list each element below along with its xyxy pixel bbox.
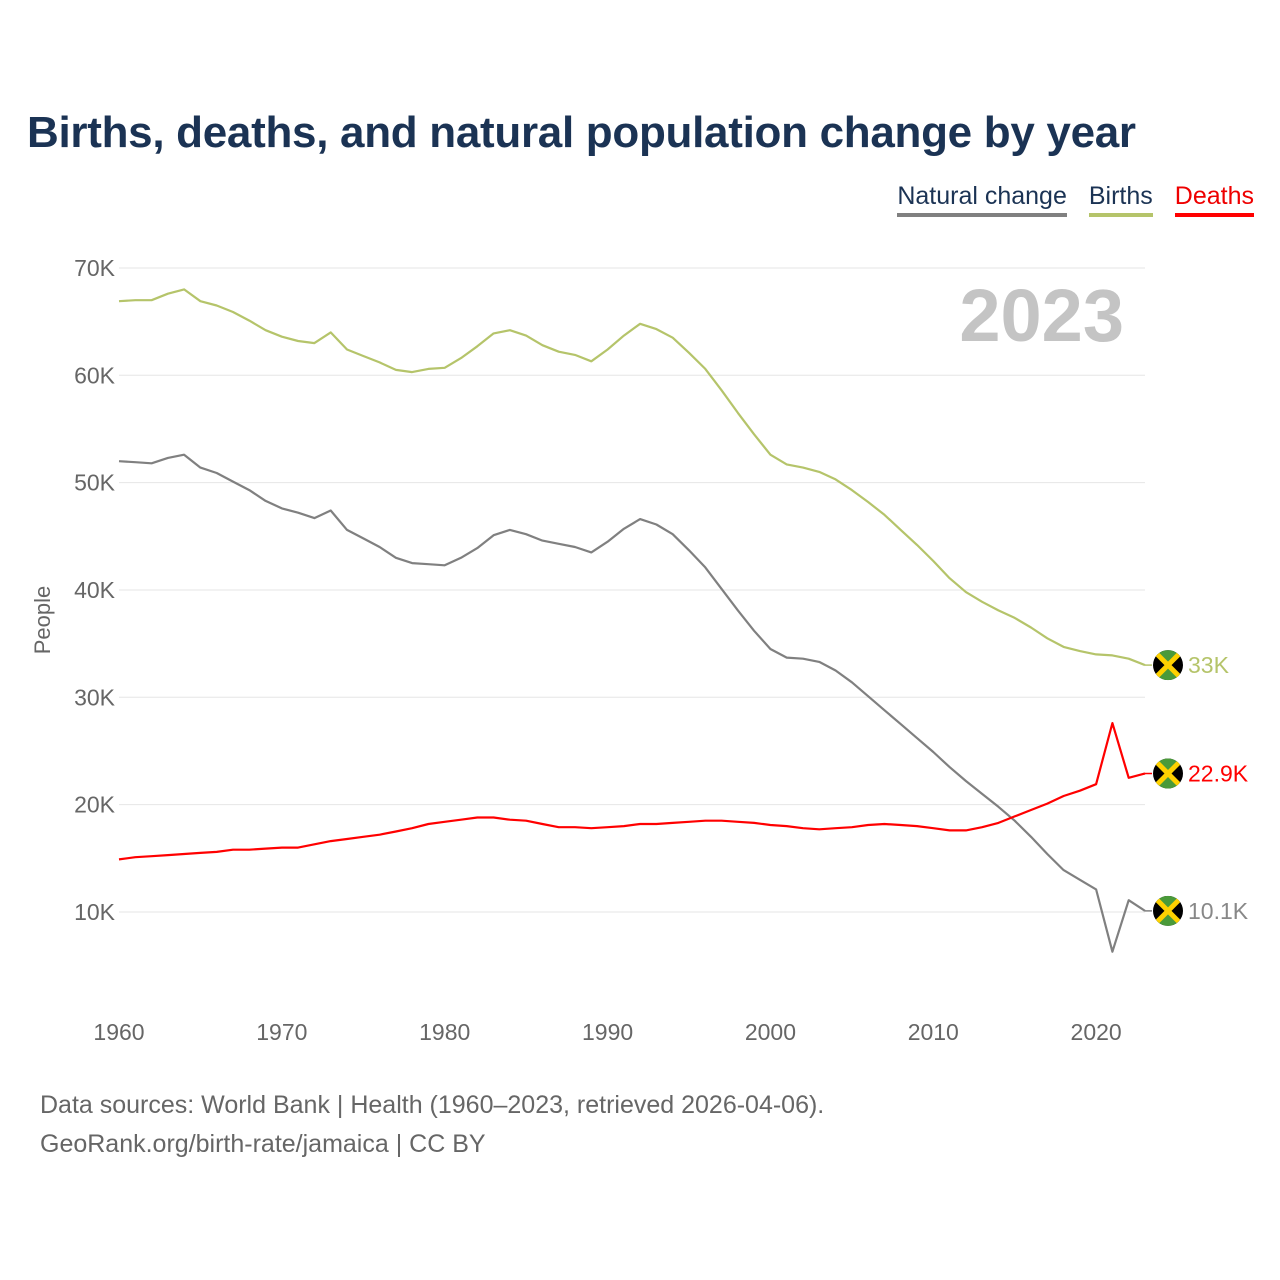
x-tick-label: 1980 [419, 1019, 470, 1045]
legend-deaths[interactable]: Deaths [1174, 182, 1254, 217]
x-tick-label: 2020 [1071, 1019, 1122, 1045]
x-tick-label: 2000 [745, 1019, 796, 1045]
y-tick-label: 30K [74, 684, 116, 710]
y-tick-label: 40K [74, 577, 116, 603]
series-line-natural-change [118, 453, 1146, 953]
attribution-link[interactable]: GeoRank.org/birth-rate/jamaica | CC BY [40, 1130, 486, 1158]
y-tick-label: 50K [74, 470, 116, 496]
legend-natural-change[interactable]: Natural change [897, 182, 1067, 217]
end-label-births: 33K [1188, 652, 1230, 678]
jamaica-flag-icon [1153, 650, 1183, 681]
footer: Data sources: World Bank | Health (1960–… [40, 1086, 824, 1164]
x-tick-label: 1990 [582, 1019, 633, 1045]
year-label: 2023 [959, 274, 1124, 357]
legend-births[interactable]: Births [1088, 182, 1153, 217]
jamaica-flag-icon [1153, 895, 1183, 926]
series-line-deaths [118, 722, 1146, 861]
data-source-text: Data sources: World Bank | Health (1960–… [40, 1091, 825, 1119]
chart-title: Births, deaths, and natural population c… [27, 108, 1136, 157]
x-tick-label: 2010 [908, 1019, 959, 1045]
series-line-births [118, 288, 1146, 667]
end-label-natural-change: 10.1K [1188, 898, 1249, 924]
end-label-deaths: 22.9K [1188, 761, 1249, 787]
jamaica-flag-icon [1153, 758, 1183, 789]
y-tick-label: 20K [74, 792, 116, 818]
y-tick-label: 70K [74, 255, 116, 281]
x-tick-label: 1960 [93, 1019, 144, 1045]
legend: Natural change Births Deaths [897, 182, 1254, 217]
y-tick-label: 60K [74, 362, 116, 388]
y-tick-label: 10K [74, 899, 116, 925]
x-tick-label: 1970 [256, 1019, 307, 1045]
y-axis-label: People [30, 586, 55, 655]
